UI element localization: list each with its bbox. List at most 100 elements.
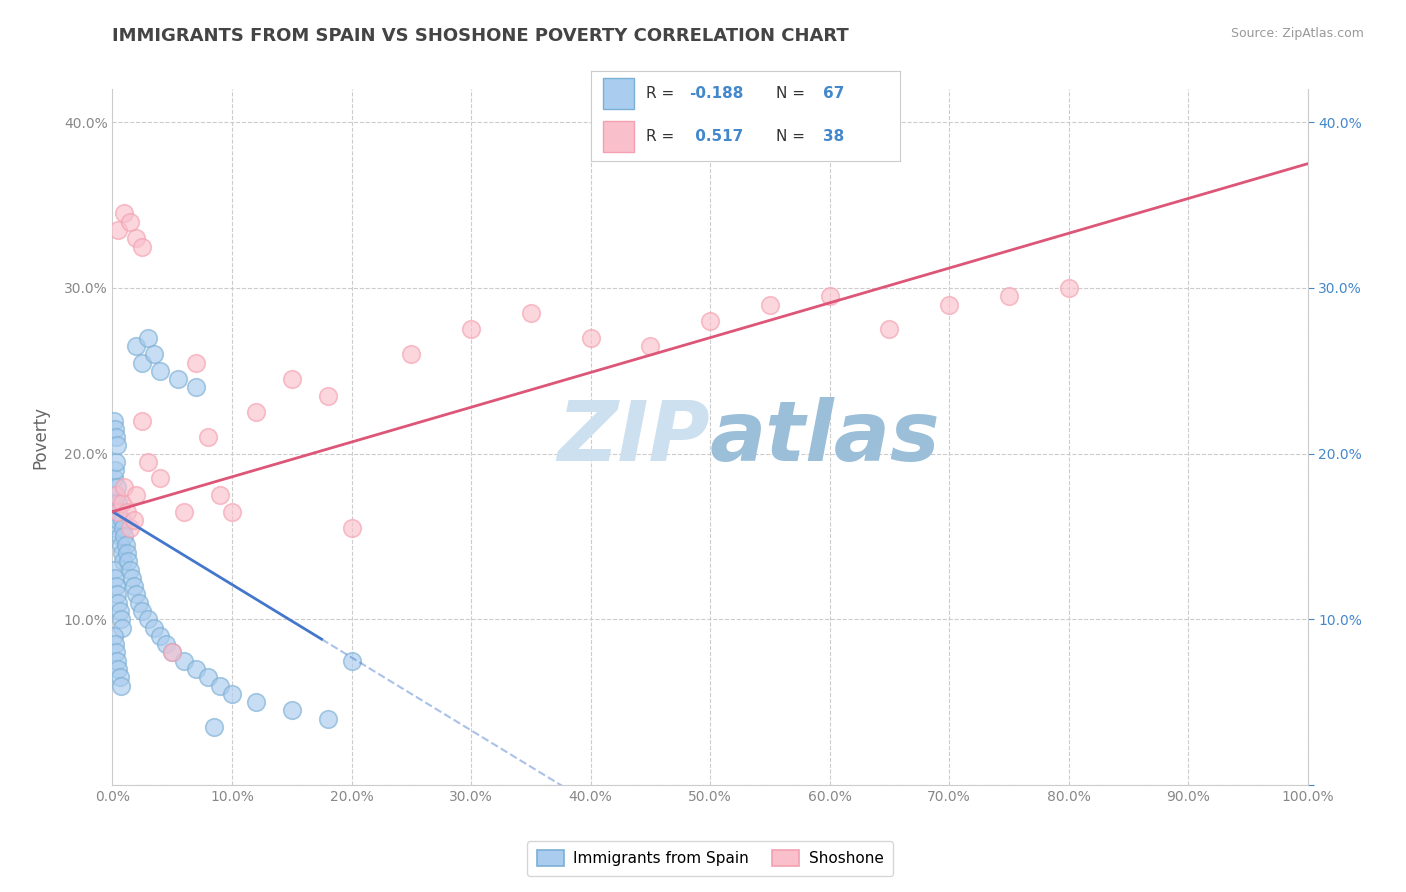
Point — [131, 413, 153, 427]
Point — [114, 529, 135, 543]
Point — [460, 322, 482, 336]
Point — [759, 297, 782, 311]
FancyBboxPatch shape — [603, 78, 634, 109]
Text: R =: R = — [647, 129, 679, 144]
Point — [173, 654, 195, 668]
Point — [125, 231, 148, 245]
Point — [245, 405, 267, 419]
Point — [105, 480, 128, 494]
Point — [105, 488, 128, 502]
Point — [105, 505, 128, 519]
Point — [107, 505, 129, 519]
Point — [104, 637, 127, 651]
Point — [111, 546, 134, 560]
Point — [107, 662, 129, 676]
Point — [138, 612, 160, 626]
Point — [186, 355, 208, 369]
Point — [105, 579, 128, 593]
Point — [401, 347, 423, 361]
Point — [125, 587, 148, 601]
Point — [105, 654, 128, 668]
Point — [125, 339, 148, 353]
Point — [245, 695, 267, 709]
Point — [111, 513, 134, 527]
Point — [640, 339, 662, 353]
Point — [699, 314, 721, 328]
Point — [131, 355, 153, 369]
Text: R =: R = — [647, 87, 679, 101]
Text: Source: ZipAtlas.com: Source: ZipAtlas.com — [1230, 27, 1364, 40]
Point — [111, 621, 134, 635]
Text: N =: N = — [776, 129, 810, 144]
Point — [108, 604, 131, 618]
Point — [186, 380, 208, 394]
Point — [316, 712, 339, 726]
Point — [104, 422, 127, 436]
Point — [105, 438, 128, 452]
Point — [149, 364, 172, 378]
Text: -0.188: -0.188 — [689, 87, 744, 101]
Point — [202, 720, 225, 734]
Point — [122, 513, 145, 527]
Point — [340, 521, 363, 535]
Point — [114, 538, 136, 552]
Point — [340, 654, 363, 668]
Point — [108, 670, 131, 684]
Point — [209, 488, 232, 502]
Y-axis label: Poverty: Poverty — [32, 406, 49, 468]
Point — [131, 239, 153, 253]
Point — [107, 596, 129, 610]
Point — [138, 331, 160, 345]
Point — [121, 571, 143, 585]
Point — [1057, 281, 1080, 295]
Point — [173, 505, 195, 519]
Point — [110, 612, 132, 626]
Text: 0.517: 0.517 — [689, 129, 742, 144]
Legend: Immigrants from Spain, Shoshone: Immigrants from Spain, Shoshone — [527, 841, 893, 876]
Point — [167, 372, 190, 386]
Point — [221, 505, 243, 519]
Point — [104, 463, 127, 477]
Point — [221, 687, 243, 701]
Point — [103, 563, 125, 577]
Point — [162, 645, 183, 659]
Point — [112, 554, 135, 568]
Point — [105, 587, 128, 601]
Point — [938, 297, 960, 311]
Point — [103, 471, 125, 485]
Point — [110, 538, 132, 552]
Point — [998, 289, 1021, 303]
Point — [107, 513, 129, 527]
Point — [111, 496, 134, 510]
Point — [117, 554, 139, 568]
Point — [149, 471, 172, 485]
FancyBboxPatch shape — [603, 121, 634, 152]
Point — [120, 521, 142, 535]
Point — [155, 637, 177, 651]
Point — [818, 289, 841, 303]
Point — [105, 488, 128, 502]
Point — [149, 629, 172, 643]
Text: ZIP: ZIP — [557, 397, 710, 477]
Text: 67: 67 — [823, 87, 844, 101]
Point — [197, 430, 219, 444]
Text: atlas: atlas — [710, 397, 941, 477]
Point — [105, 645, 128, 659]
Point — [115, 505, 138, 519]
Point — [143, 621, 166, 635]
Point — [110, 679, 132, 693]
Text: N =: N = — [776, 87, 810, 101]
Point — [107, 223, 129, 237]
Point — [103, 629, 125, 643]
Point — [520, 306, 543, 320]
Point — [103, 496, 125, 510]
Point — [114, 480, 135, 494]
Point — [105, 430, 128, 444]
Point — [143, 347, 166, 361]
Point — [162, 645, 183, 659]
Text: 38: 38 — [823, 129, 844, 144]
Point — [579, 331, 602, 345]
Point — [197, 670, 219, 684]
Point — [108, 529, 131, 543]
Text: IMMIGRANTS FROM SPAIN VS SHOSHONE POVERTY CORRELATION CHART: IMMIGRANTS FROM SPAIN VS SHOSHONE POVERT… — [112, 27, 849, 45]
